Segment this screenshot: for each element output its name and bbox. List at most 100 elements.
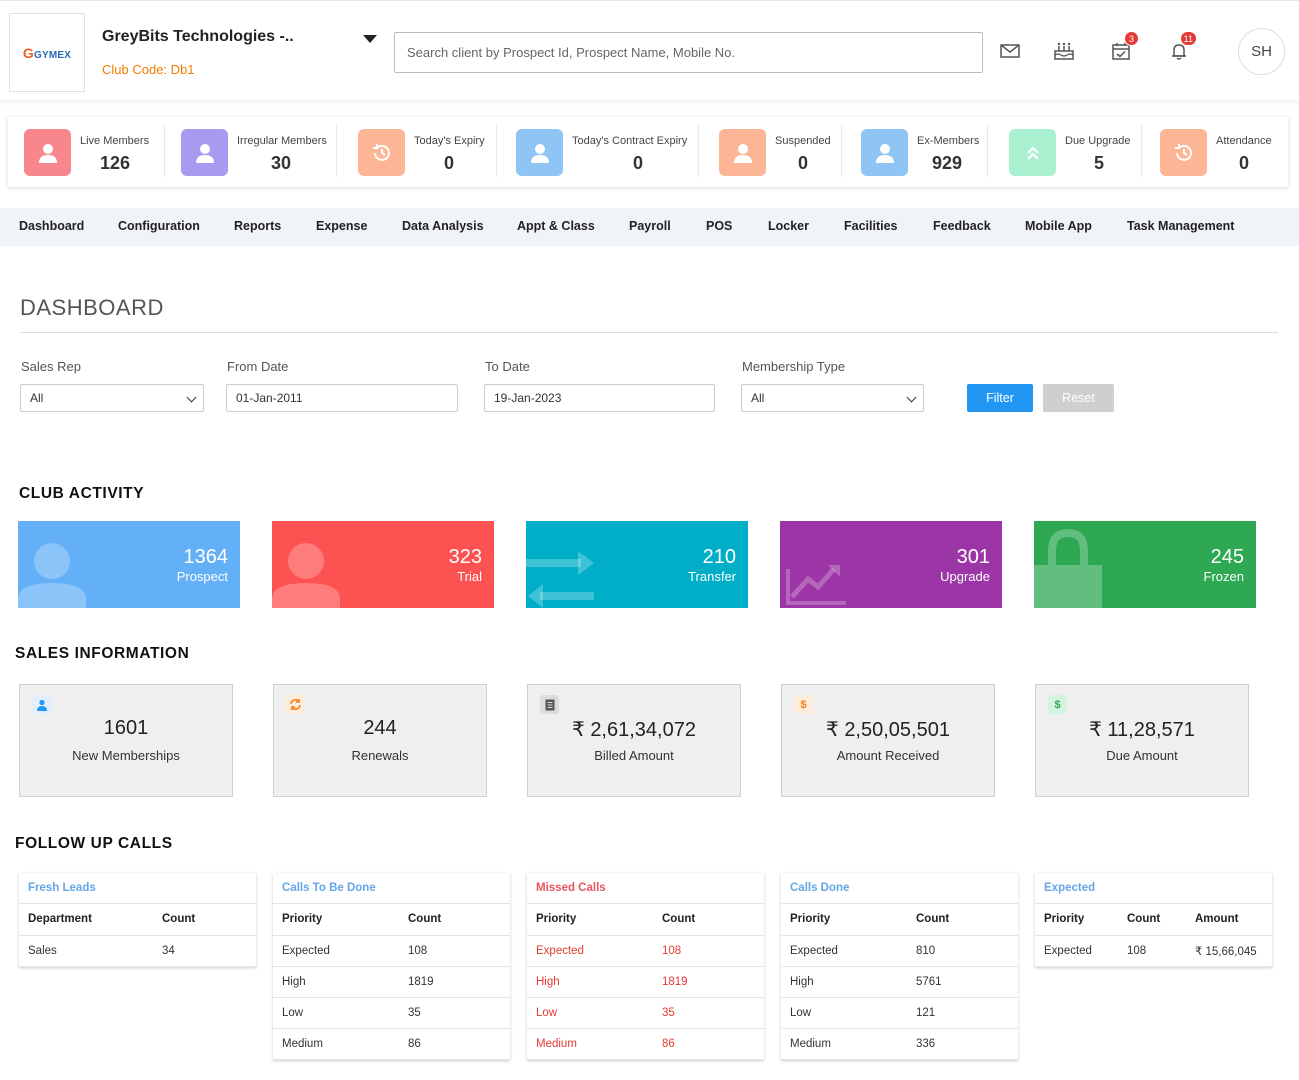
expected-panel: Expected Priority Count Amount Expected … — [1035, 873, 1272, 967]
expected-table: Priority Count Amount Expected 108 ₹ 15,… — [1035, 904, 1272, 967]
column-header: Count — [907, 904, 1018, 936]
table-row[interactable]: Expected 810 — [781, 935, 1018, 967]
table-row[interactable]: High 5761 — [781, 966, 1018, 998]
nav-feedback[interactable]: Feedback — [933, 219, 991, 233]
column-header: Count — [1118, 904, 1186, 936]
stat-divider — [841, 125, 842, 177]
sales-card-amount-received[interactable]: $ ₹ 2,50,05,501 Amount Received — [781, 684, 995, 797]
membership-type-select[interactable]: All — [741, 384, 924, 412]
table-cell: 121 — [907, 997, 1018, 1029]
filter-button[interactable]: Filter — [967, 384, 1033, 412]
calendar-badge: 3 — [1124, 31, 1139, 46]
chevron-down-icon — [186, 392, 197, 403]
nav-configuration[interactable]: Configuration — [118, 219, 200, 233]
table-cell: Low — [273, 997, 399, 1029]
user-icon — [181, 129, 228, 176]
mail-icon[interactable] — [998, 39, 1022, 63]
table-row[interactable]: High 1819 — [273, 966, 510, 998]
column-header: Count — [153, 904, 256, 936]
logo-text: GGYMEX — [22, 44, 72, 61]
table-row[interactable]: Medium 86 — [527, 1028, 764, 1060]
sales-label: New Memberships — [72, 748, 180, 763]
stat-label: Today's Expiry — [414, 135, 485, 147]
nav-mobile-app[interactable]: Mobile App — [1025, 219, 1092, 233]
table-cell: 810 — [907, 935, 1018, 967]
table-row[interactable]: Low 35 — [273, 997, 510, 1029]
stat-divider — [164, 125, 165, 177]
sales-rep-select[interactable]: All — [20, 384, 204, 412]
nav-dashboard[interactable]: Dashboard — [19, 219, 85, 233]
calendar-check-icon[interactable]: 3 — [1109, 31, 1139, 63]
table-row[interactable]: Medium 86 — [273, 1028, 510, 1060]
table-cell: 336 — [907, 1028, 1018, 1060]
nav-expense[interactable]: Expense — [316, 219, 368, 233]
nav-appt-class[interactable]: Appt & Class — [517, 219, 595, 233]
table-row[interactable]: Low 35 — [527, 997, 764, 1029]
activity-card-upgrade[interactable]: 301 Upgrade — [780, 521, 1002, 608]
stat-value: 5 — [1094, 153, 1105, 173]
expected-title[interactable]: Expected — [1035, 873, 1272, 904]
nav-reports[interactable]: Reports — [234, 219, 282, 233]
sales-card-due-amount[interactable]: $ ₹ 11,28,571 Due Amount — [1035, 684, 1249, 797]
user-icon — [24, 129, 71, 176]
nav-task-management[interactable]: Task Management — [1127, 219, 1235, 233]
table-cell: Medium — [781, 1028, 907, 1060]
sales-card-billed-amount[interactable]: ₹ 2,61,34,072 Billed Amount — [527, 684, 741, 797]
table-cell: Expected — [273, 935, 399, 967]
activity-card-trial[interactable]: 323 Trial — [272, 521, 494, 608]
chevron-down-icon — [906, 392, 917, 403]
from-date-input[interactable]: 01-Jan-2011 — [226, 384, 458, 412]
sales-card-renewals[interactable]: 244 Renewals — [273, 684, 487, 797]
activity-label: Prospect — [176, 569, 228, 584]
table-row[interactable]: Low 121 — [781, 997, 1018, 1029]
column-header: Priority — [781, 904, 907, 936]
table-row[interactable]: Expected 108 — [527, 935, 764, 967]
club-dropdown-caret-icon[interactable] — [363, 35, 377, 43]
to-date-input[interactable]: 19-Jan-2023 — [484, 384, 715, 412]
table-row[interactable]: Expected 108 — [273, 935, 510, 967]
sales-rep-label: Sales Rep — [21, 359, 81, 374]
table-cell: 1819 — [399, 966, 510, 998]
reset-button[interactable]: Reset — [1043, 384, 1114, 412]
trend-up-chart-icon — [786, 565, 846, 605]
activity-card-prospect[interactable]: 1364 Prospect — [18, 521, 240, 608]
nav-pos[interactable]: POS — [706, 219, 733, 233]
activity-value: 245 — [1210, 546, 1244, 568]
bell-icon[interactable]: 11 — [1167, 31, 1197, 63]
table-cell: Sales — [19, 935, 153, 967]
table-cell: 86 — [653, 1028, 764, 1060]
history-icon — [358, 129, 405, 176]
nav-locker[interactable]: Locker — [768, 219, 809, 233]
club-logo[interactable]: GGYMEX — [9, 13, 85, 92]
missed-calls-title[interactable]: Missed Calls — [527, 873, 764, 904]
table-cell: 108 — [399, 935, 510, 967]
stat-divider — [496, 125, 497, 177]
sales-card-new-memberships[interactable]: 1601 New Memberships — [19, 684, 233, 797]
activity-label: Frozen — [1203, 569, 1244, 584]
activity-value: 301 — [956, 546, 990, 568]
calls-to-be-done-title[interactable]: Calls To Be Done — [273, 873, 510, 904]
user-icon — [516, 129, 563, 176]
table-row[interactable]: High 1819 — [527, 966, 764, 998]
client-search-input[interactable] — [394, 32, 983, 73]
table-row[interactable]: Medium 336 — [781, 1028, 1018, 1060]
activity-card-frozen[interactable]: 245 Frozen — [1034, 521, 1256, 608]
history-icon — [1160, 129, 1207, 176]
stat-divider — [698, 125, 699, 177]
nav-payroll[interactable]: Payroll — [629, 219, 671, 233]
nav-facilities[interactable]: Facilities — [844, 219, 898, 233]
nav-data-analysis[interactable]: Data Analysis — [402, 219, 484, 233]
birthday-cake-icon[interactable] — [1052, 39, 1076, 63]
table-row[interactable]: Expected 108 ₹ 15,66,045 — [1035, 935, 1272, 967]
fresh-leads-title[interactable]: Fresh Leads — [19, 873, 256, 904]
activity-value: 210 — [702, 546, 736, 568]
activity-card-transfer[interactable]: 210 Transfer — [526, 521, 748, 608]
stat-value: 0 — [444, 153, 455, 173]
calls-done-title[interactable]: Calls Done — [781, 873, 1018, 904]
follow-up-calls-title: FOLLOW UP CALLS — [15, 835, 173, 852]
table-row[interactable]: Sales 34 — [19, 935, 256, 967]
user-avatar[interactable]: SH — [1238, 28, 1285, 75]
table-cell: High — [781, 966, 907, 998]
stat-label: Attendance — [1216, 135, 1272, 147]
